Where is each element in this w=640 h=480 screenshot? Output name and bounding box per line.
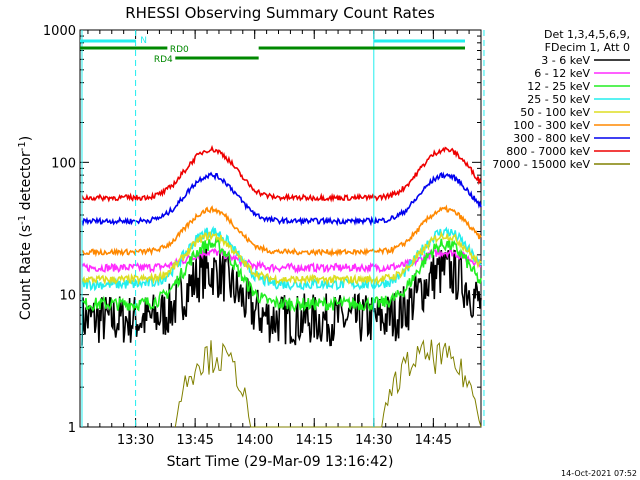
y-label-part1: Count Rate (s xyxy=(18,225,34,320)
y-tick-label: 10 xyxy=(59,289,76,304)
series-line-800-7000-kev xyxy=(81,144,482,203)
x-tick-label: 14:45 xyxy=(415,433,452,448)
rd4-flag-label: RD4 xyxy=(154,55,173,65)
series-line-300-800-kev xyxy=(81,171,482,227)
y-tick-label: 100 xyxy=(51,156,76,171)
legend: Det 1,3,4,5,6,9,FDecim 1, Att 03 - 6 keV… xyxy=(492,28,630,171)
series-line-25-50-kev xyxy=(81,225,482,292)
series-line-7000-15000-kev xyxy=(174,339,482,428)
legend-entry-label: 300 - 800 keV xyxy=(513,132,590,145)
x-tick-label: 13:45 xyxy=(176,433,213,448)
y-tick-label: 1 xyxy=(68,421,76,436)
y-label-sup2: -1 xyxy=(17,141,28,151)
y-axis-label: Count Rate (s-1 detector-1) xyxy=(17,136,35,320)
y-axis: 1 10 100 1000 xyxy=(43,24,481,436)
x-tick-label: 14:15 xyxy=(296,433,333,448)
legend-entry-label: 50 - 100 keV xyxy=(520,106,590,119)
series-line-100-300-kev xyxy=(81,204,482,258)
legend-entry-label: 100 - 300 keV xyxy=(513,119,590,132)
x-tick-label: 14:30 xyxy=(355,433,392,448)
plot-frame xyxy=(79,29,482,428)
legend-entry-label: 12 - 25 keV xyxy=(527,80,590,93)
legend-entry-label: 7000 - 15000 keV xyxy=(492,158,590,171)
saa-flag-label: N xyxy=(140,36,147,46)
chart-title: RHESSI Observing Summary Count Rates xyxy=(125,4,435,22)
legend-entry-label: 25 - 50 keV xyxy=(527,93,590,106)
legend-entry-label: 6 - 12 keV xyxy=(534,67,590,80)
y-label-part3: ) xyxy=(18,136,34,141)
y-tick-label: 1000 xyxy=(43,24,76,39)
x-tick-label: 13:30 xyxy=(117,433,154,448)
series-line-50-100-kev xyxy=(81,230,482,287)
series-line-3-6-kev xyxy=(81,247,482,347)
series-line-12-25-kev xyxy=(81,236,482,313)
x-axis-label: Start Time (29-Mar-09 13:16:42) xyxy=(167,454,394,470)
series-group xyxy=(81,144,482,428)
legend-header-line: FDecim 1, Att 0 xyxy=(545,41,630,54)
x-tick-label: 14:00 xyxy=(236,433,273,448)
rd0-flag-label: RD0 xyxy=(170,45,189,55)
legend-header-line: Det 1,3,4,5,6,9, xyxy=(544,28,630,41)
legend-entry-label: 800 - 7000 keV xyxy=(506,145,590,158)
legend-entry-label: 3 - 6 keV xyxy=(541,54,590,67)
footer-date: 14-Oct-2021 07:52 xyxy=(561,469,637,478)
y-label-part2: detector xyxy=(18,151,34,215)
y-label-sup1: -1 xyxy=(17,215,28,225)
